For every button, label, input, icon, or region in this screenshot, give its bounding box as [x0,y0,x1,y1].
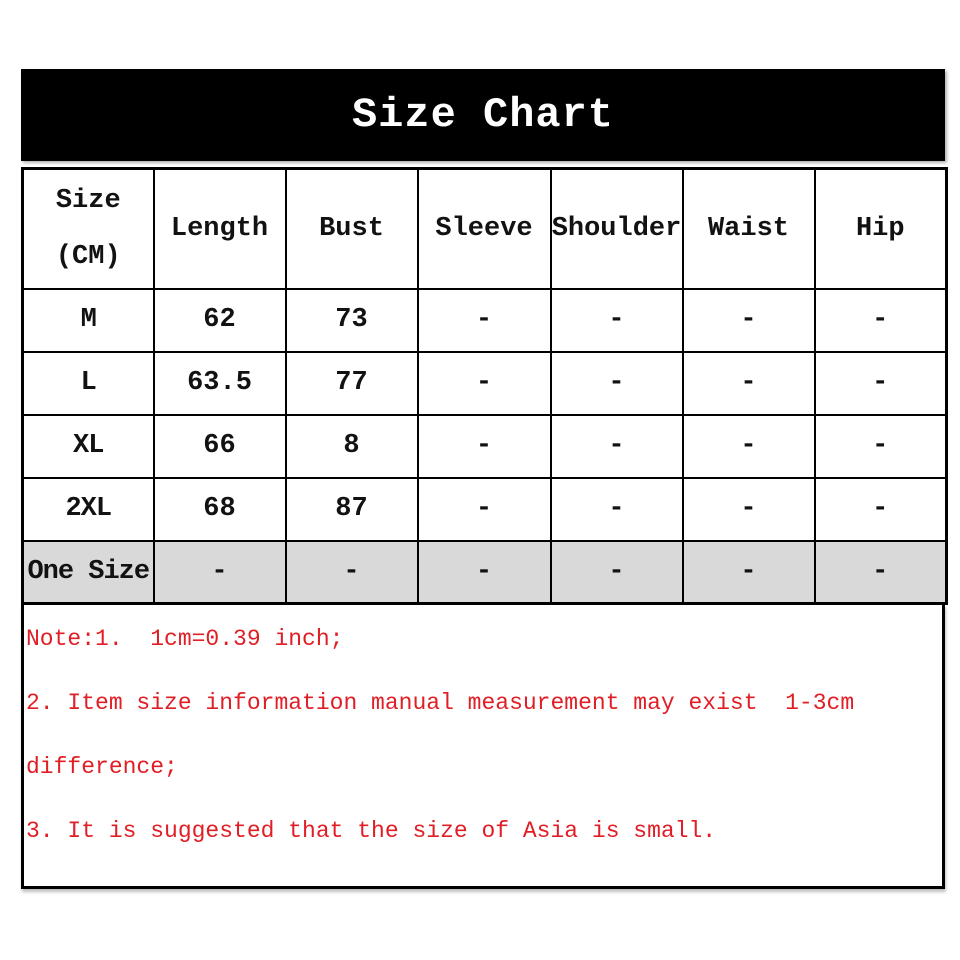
table-row-m: M 62 73 - - - - [21,287,948,353]
title-bar: Size Chart [21,69,945,161]
size-chart-sheet: Size Chart Size (CM) Length Bust Sleeve … [21,69,948,889]
note-line-2: 2. Item size information manual measurem… [26,690,855,716]
col-header-size-cm: Size (CM) [21,167,155,290]
size-header-line1: Size [55,185,121,216]
note-line-2-continued: difference; [26,754,178,780]
table-header-row: Size (CM) Length Bust Sleeve Shoulder Wa… [21,167,948,290]
cell-hip: - [813,350,948,416]
note-line-3: 3. It is suggested that the size of Asia… [26,818,717,844]
cell-shoulder: - [549,287,684,353]
cell-length: 63.5 [152,350,287,416]
cell-shoulder: - [549,476,684,542]
cell-bust: 8 [284,413,419,479]
size-header-line2: (CM) [55,241,121,272]
notes-box: Note:1. 1cm=0.39 inch; 2. Item size info… [21,605,945,889]
cell-waist: - [681,413,816,479]
col-header-length: Length [152,167,287,290]
cell-length: 62 [152,287,287,353]
row-size-label: XL [21,413,155,479]
col-header-sleeve: Sleeve [416,167,552,290]
page-title: Size Chart [351,91,615,139]
cell-bust: 77 [284,350,419,416]
cell-waist: - [681,539,816,605]
table-row-2xl: 2XL 68 87 - - - - [21,476,948,542]
col-header-hip: Hip [813,167,948,290]
cell-shoulder: - [549,539,684,605]
table-row-xl: XL 66 8 - - - - [21,413,948,479]
col-header-shoulder: Shoulder [549,167,684,290]
cell-waist: - [681,350,816,416]
cell-length: 66 [152,413,287,479]
cell-hip: - [813,539,948,605]
cell-length: 68 [152,476,287,542]
cell-sleeve: - [416,413,552,479]
cell-sleeve: - [416,287,552,353]
cell-hip: - [813,287,948,353]
cell-hip: - [813,476,948,542]
col-header-waist: Waist [681,167,816,290]
size-table: Size (CM) Length Bust Sleeve Shoulder Wa… [21,167,948,605]
cell-shoulder: - [549,350,684,416]
table-row-one-size: One Size - - - - - - [21,539,948,605]
cell-waist: - [681,476,816,542]
cell-sleeve: - [416,350,552,416]
cell-sleeve: - [416,476,552,542]
cell-bust: 73 [284,287,419,353]
row-size-label: M [21,287,155,353]
col-header-bust: Bust [284,167,419,290]
cell-bust: 87 [284,476,419,542]
cell-sleeve: - [416,539,552,605]
cell-bust: - [284,539,419,605]
table-row-l: L 63.5 77 - - - - [21,350,948,416]
note-line-1: Note:1. 1cm=0.39 inch; [26,626,344,652]
row-size-label: L [21,350,155,416]
cell-length: - [152,539,287,605]
row-size-label: 2XL [21,476,155,542]
cell-hip: - [813,413,948,479]
cell-shoulder: - [549,413,684,479]
cell-waist: - [681,287,816,353]
row-size-label: One Size [21,539,155,605]
